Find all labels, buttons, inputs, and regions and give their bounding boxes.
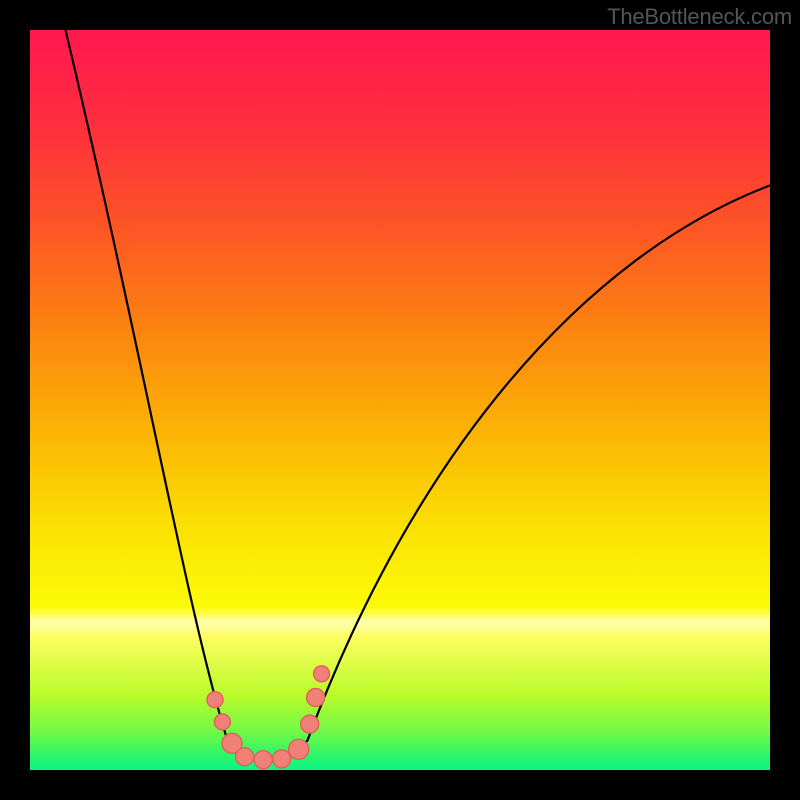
chart-container: TheBottleneck.com [0,0,800,800]
curve-marker [301,715,319,733]
bottleneck-chart [0,0,800,800]
curve-marker [236,748,254,766]
curve-marker [273,750,291,768]
curve-marker [254,751,272,769]
curve-marker [307,688,325,706]
curve-marker [289,739,309,759]
curve-marker [207,692,223,708]
plot-background [30,30,770,770]
curve-marker [214,714,230,730]
curve-marker [314,666,330,682]
